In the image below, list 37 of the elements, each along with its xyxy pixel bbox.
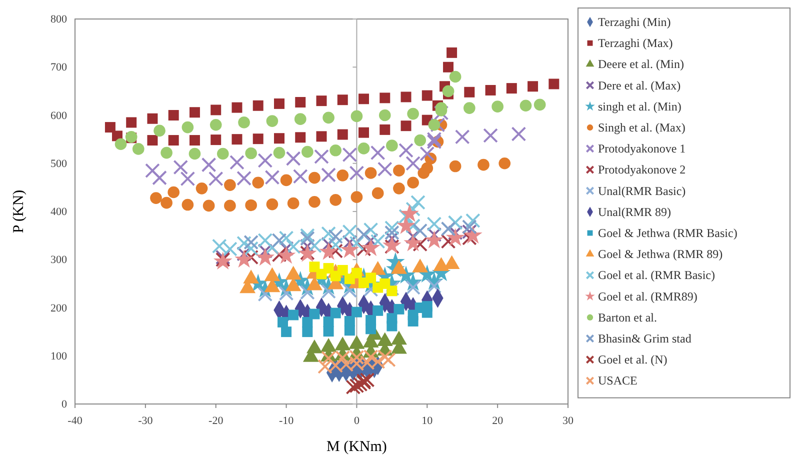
legend-label: Terzaghi (Max) xyxy=(598,36,673,50)
y-tick-label: 800 xyxy=(50,14,68,26)
x-tick-label: 0 xyxy=(354,414,360,427)
legend-label: Dere et al. (Max) xyxy=(598,78,681,92)
legend-label: Bhasin& Grim stad xyxy=(598,332,692,346)
legend-label: Unal(RMR 89) xyxy=(598,204,671,219)
legend-label: USACE xyxy=(598,374,638,388)
y-axis-title: P (KN) xyxy=(11,190,27,234)
legend-label: Goel & Jethwa (RMR 89) xyxy=(598,247,723,262)
x-tick-label: -40 xyxy=(68,414,83,427)
y-tick-label: 500 xyxy=(50,158,68,170)
y-tick-label: 200 xyxy=(50,302,68,314)
legend-label: Protodyakonove 2 xyxy=(598,162,686,177)
x-tick-label: 30 xyxy=(562,414,574,427)
x-tick-label: -20 xyxy=(208,414,224,427)
legend-label: Terzaghi (Min) xyxy=(598,15,671,29)
legend-label: Deere et al. (Min) xyxy=(598,57,684,72)
legend-label: singh et al. (Min) xyxy=(598,99,682,114)
y-tick-label: 600 xyxy=(50,110,68,122)
y-tick-label: 100 xyxy=(50,350,68,362)
y-tick-label: 400 xyxy=(50,206,68,218)
x-tick-label: -30 xyxy=(138,414,154,427)
x-axis-title: M (KNm) xyxy=(326,439,387,455)
x-tick-label: 10 xyxy=(422,414,434,427)
legend-label: Goel et al. (RMR89) xyxy=(598,289,698,304)
y-tick-label: 700 xyxy=(50,62,68,74)
legend-label: Barton et al. xyxy=(598,310,657,324)
legend-label: Unal(RMR Basic) xyxy=(598,184,686,198)
y-tick-label: 0 xyxy=(62,398,68,411)
x-tick-label: 20 xyxy=(492,414,504,427)
legend-label: Singh et al. (Max) xyxy=(598,120,686,134)
legend-label: Protodyakonove 1 xyxy=(598,142,686,156)
x-tick-label: -10 xyxy=(278,414,294,427)
legend-label: Goel & Jethwa (RMR Basic) xyxy=(598,226,738,240)
legend-label: Goel et al. (N) xyxy=(598,352,668,367)
y-tick-label: 300 xyxy=(50,254,68,266)
legend-label: Goel et al. (RMR Basic) xyxy=(598,268,715,282)
